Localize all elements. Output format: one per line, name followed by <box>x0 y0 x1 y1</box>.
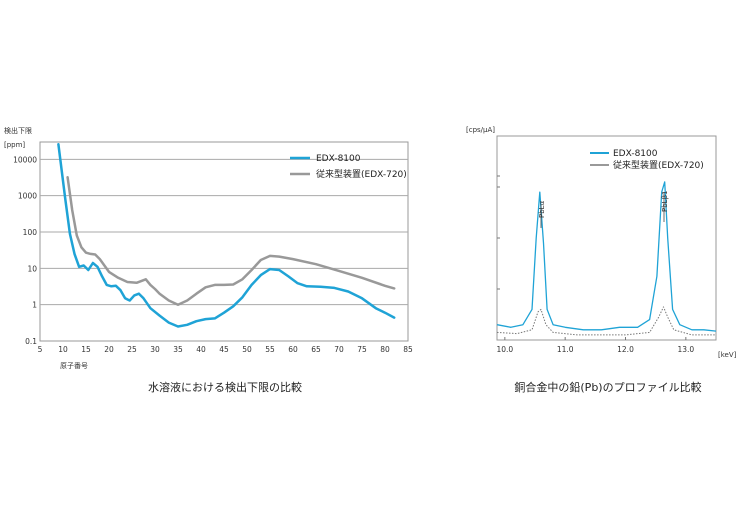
right-x-tick-11.0: 11.0 <box>557 345 574 354</box>
left-chart-caption: 水溶液における検出下限の比較 <box>148 380 302 394</box>
left-x-tick-35: 35 <box>173 345 183 354</box>
right-legend-label-edx8100: EDX-8100 <box>613 149 658 159</box>
left-legend-label-edx8100: EDX-8100 <box>316 154 361 164</box>
left-legend: EDX-8100 従来型装置(EDX-720) <box>290 154 407 180</box>
right-legend-label-edx720: 従来型装置(EDX-720) <box>613 159 704 171</box>
left-series-lines <box>57 143 396 328</box>
right-series-line-edx720 <box>496 306 716 336</box>
left-x-tick-30: 30 <box>150 345 160 354</box>
peak-annotation-pblb1: PbLβ1 <box>661 191 669 222</box>
right-x-tick-labels: 10.0 11.0 12.0 13.0 <box>496 337 694 354</box>
right-series-lines <box>496 181 717 336</box>
left-x-tick-60: 60 <box>288 345 298 354</box>
left-y-tick-1: 1 <box>32 301 37 310</box>
right-legend: EDX-8100 従来型装置(EDX-720) <box>590 149 704 171</box>
left-x-tick-25: 25 <box>127 345 137 354</box>
left-x-axis-label: 原子番号 <box>60 362 88 370</box>
left-x-tick-45: 45 <box>219 345 229 354</box>
left-x-tick-10: 10 <box>58 345 68 354</box>
peak-label-pblb1: PbLβ1 <box>661 191 669 213</box>
right-chart-caption: 銅合金中の鉛(Pb)のプロファイル比較 <box>514 380 701 394</box>
right-x-tick-13.0: 13.0 <box>677 345 694 354</box>
left-series-line-edx8100 <box>57 143 396 328</box>
left-x-tick-50: 50 <box>242 345 252 354</box>
left-series-line-edx720 <box>66 176 396 306</box>
left-x-tick-75: 75 <box>357 345 367 354</box>
peak-label-pbla: PbLα <box>538 200 546 218</box>
right-series-line-edx8100 <box>496 181 717 332</box>
left-legend-label-edx720: 従来型装置(EDX-720) <box>316 168 407 180</box>
peak-annotation-pbla: PbLα <box>538 200 546 228</box>
left-y-tick-labels: 10000 1000 100 10 1 0.1 <box>13 155 37 346</box>
left-y-tick-10: 10 <box>27 264 37 273</box>
right-y-ticks <box>497 175 500 290</box>
left-y-tick-10000: 10000 <box>13 155 37 164</box>
left-x-tick-40: 40 <box>196 345 206 354</box>
left-chart: 10000 1000 100 10 1 0.1 5 10 15 20 25 30 35 40 45 50 55… <box>4 126 413 394</box>
left-x-tick-20: 20 <box>104 345 114 354</box>
left-plot-frame <box>39 141 409 342</box>
left-y-tick-1000: 1000 <box>18 192 37 201</box>
left-x-tick-80: 80 <box>380 345 390 354</box>
right-x-axis-label: [keV] <box>718 351 736 359</box>
right-y-axis-label: [cps/μA] <box>466 126 495 134</box>
left-x-tick-labels: 5 10 15 20 25 30 35 40 45 50 55 60 65 70 75 80 85 <box>38 345 413 354</box>
right-x-tick-12.0: 12.0 <box>617 345 634 354</box>
left-x-tick-5: 5 <box>38 345 43 354</box>
right-chart: 10.0 11.0 12.0 13.0 [cps/μA] [keV] EDX-8100… <box>466 126 736 394</box>
left-x-tick-85: 85 <box>403 345 413 354</box>
left-x-tick-55: 55 <box>265 345 275 354</box>
left-y-axis-label-line1: 検出下限 <box>4 126 32 135</box>
left-gridlines <box>40 158 408 306</box>
right-x-tick-10.0: 10.0 <box>496 345 513 354</box>
left-x-tick-65: 65 <box>311 345 321 354</box>
left-y-axis-label-line2: [ppm] <box>4 141 25 149</box>
left-x-tick-70: 70 <box>334 345 344 354</box>
left-x-tick-15: 15 <box>81 345 91 354</box>
left-y-tick-100: 100 <box>23 228 38 237</box>
left-y-tick-0.1: 0.1 <box>25 337 37 346</box>
